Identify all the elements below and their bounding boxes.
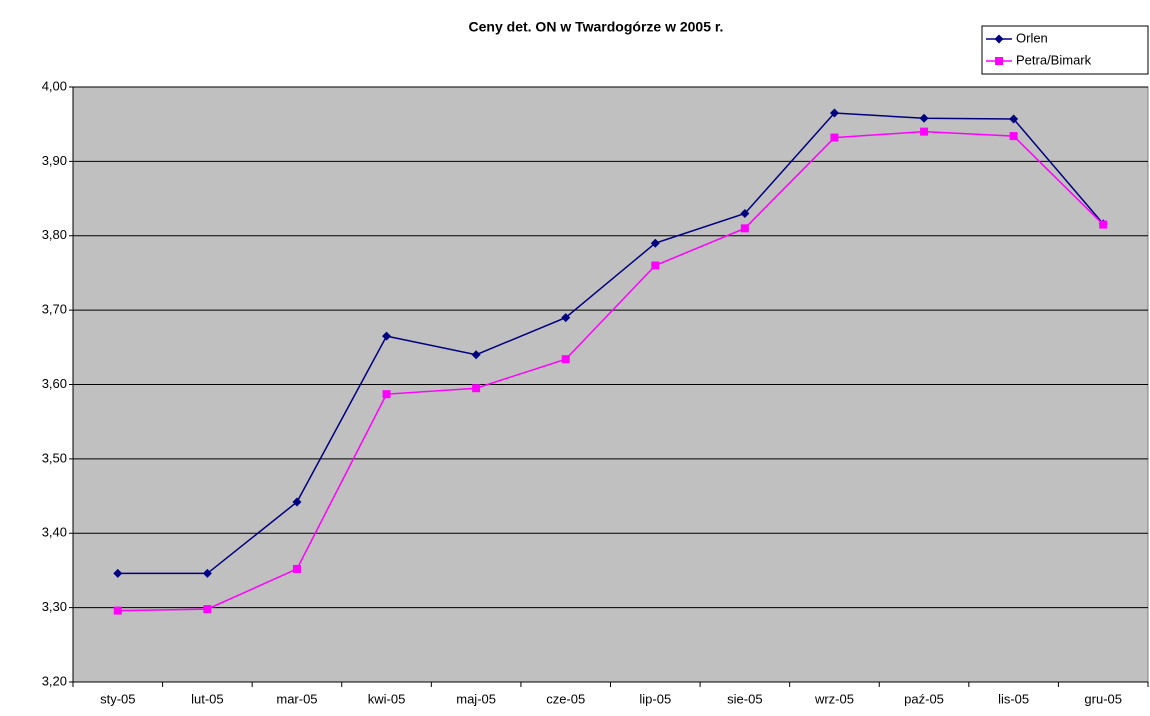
marker	[920, 127, 929, 136]
marker	[1099, 220, 1108, 229]
series-line	[117, 130, 1104, 612]
x-tick-label: maj-05	[456, 691, 496, 706]
marker	[472, 384, 481, 393]
marker	[113, 606, 122, 615]
marker	[292, 564, 301, 573]
marker	[113, 568, 123, 578]
x-tick-label: gru-05	[1084, 691, 1122, 706]
y-tick-label: 3,40	[42, 525, 67, 540]
y-tick-label: 3,80	[42, 227, 67, 242]
marker	[382, 390, 391, 399]
x-tick-label: mar-05	[276, 691, 317, 706]
series-line	[117, 112, 1104, 575]
marker	[650, 238, 660, 248]
marker	[1009, 114, 1019, 124]
y-tick-label: 3,90	[42, 153, 67, 168]
y-tick-label: 4,00	[42, 78, 67, 93]
y-tick-label: 3,60	[42, 376, 67, 391]
marker	[382, 331, 392, 341]
legend-label: Orlen	[1016, 30, 1048, 45]
marker	[561, 313, 571, 323]
x-tick-label: kwi-05	[368, 691, 406, 706]
marker	[203, 605, 212, 614]
marker	[1009, 132, 1018, 141]
marker	[471, 350, 481, 360]
marker	[995, 57, 1003, 65]
legend-box	[981, 25, 1149, 75]
legend-label: Petra/Bimark	[1016, 52, 1092, 67]
marker	[994, 34, 1004, 44]
marker	[829, 108, 839, 118]
marker	[740, 208, 750, 218]
marker	[651, 261, 660, 270]
y-tick-label: 3,30	[42, 599, 67, 614]
x-tick-label: paź-05	[904, 691, 944, 706]
marker	[740, 224, 749, 233]
x-tick-label: sty-05	[100, 691, 135, 706]
chart-title: Ceny det. ON w Twardogórze w 2005 r.	[469, 19, 724, 35]
x-tick-label: cze-05	[546, 691, 585, 706]
marker	[292, 497, 302, 507]
y-tick-label: 3,70	[42, 302, 67, 317]
y-tick-label: 3,50	[42, 450, 67, 465]
x-tick-label: lut-05	[191, 691, 224, 706]
x-tick-label: sie-05	[727, 691, 762, 706]
marker	[202, 568, 212, 578]
x-tick-label: lis-05	[998, 691, 1029, 706]
y-tick-label: 3,20	[42, 673, 67, 688]
marker	[561, 355, 570, 364]
x-tick-label: lip-05	[639, 691, 671, 706]
marker	[830, 133, 839, 142]
x-tick-label: wrz-05	[814, 691, 854, 706]
marker	[919, 113, 929, 123]
